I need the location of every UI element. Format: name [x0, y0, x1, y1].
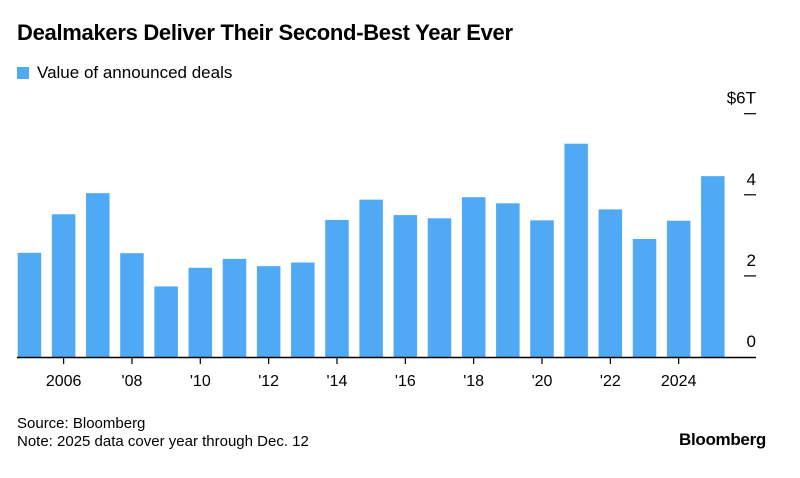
x-tick-label-2010: '10: [190, 373, 211, 390]
bar-2012: [256, 266, 281, 357]
bar-2005: [17, 252, 42, 357]
source-note: Source: Bloomberg: [17, 415, 146, 432]
legend-label: Value of announced deals: [37, 63, 233, 82]
x-tick-label-2008: '08: [122, 373, 143, 390]
bar-2013: [291, 262, 315, 357]
x-tick-label-2016: '16: [395, 373, 416, 390]
bar-2019: [496, 203, 520, 357]
bar-2022: [598, 209, 623, 357]
bar-2025: [701, 176, 725, 357]
bar-2010: [188, 267, 213, 357]
x-tick-label-2020: '20: [532, 373, 553, 390]
bar-2007: [86, 193, 110, 357]
bar-2018: [461, 197, 486, 357]
x-tick-label-2018: '18: [463, 373, 484, 390]
x-tick-label-2022: '22: [600, 373, 621, 390]
x-tick-label-2014: '14: [327, 373, 348, 390]
bar-2006: [51, 214, 76, 357]
y-tick-label-6: $6T: [727, 89, 756, 108]
bar-2011: [222, 258, 247, 357]
bar-2008: [120, 253, 144, 357]
y-tick-label-2: 2: [747, 251, 756, 270]
footnote: Note: 2025 data cover year through Dec. …: [17, 433, 309, 450]
x-tick-label-2024: 2024: [661, 373, 697, 390]
bar-2014: [325, 219, 349, 357]
y-tick-label-0: 0: [747, 332, 756, 351]
y-tick-label-4: 4: [747, 170, 756, 189]
bar-2023: [632, 238, 657, 357]
bar-2021: [564, 143, 588, 357]
bar-2016: [393, 215, 418, 357]
bloomberg-logo: Bloomberg: [678, 430, 766, 449]
x-tick-label-2012: '12: [258, 373, 279, 390]
bar-2009: [154, 286, 178, 357]
bar-2024: [666, 220, 691, 357]
legend-swatch: [17, 67, 29, 79]
chart-title: Dealmakers Deliver Their Second-Best Yea…: [17, 20, 513, 45]
bar-2020: [530, 220, 554, 357]
bar-2015: [359, 199, 383, 357]
bar-2017: [427, 218, 452, 357]
legend: Value of announced deals: [17, 63, 232, 83]
x-tick-label-2006: 2006: [46, 373, 82, 390]
